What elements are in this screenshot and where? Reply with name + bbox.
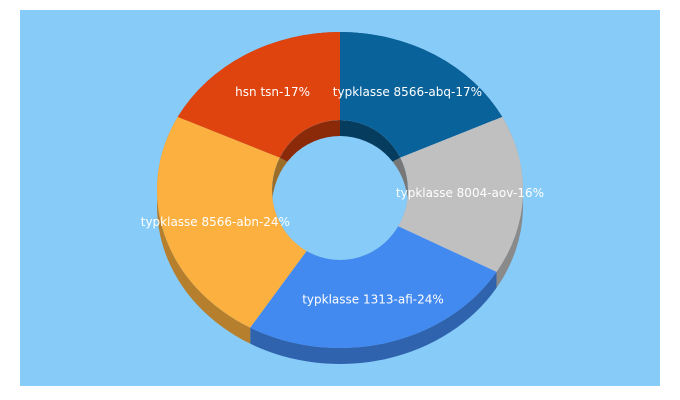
slice — [177, 31, 340, 158]
data-label: typklasse 8566-abq-17% — [333, 85, 482, 99]
slice — [250, 226, 497, 348]
slice — [398, 116, 523, 272]
data-label: typklasse 8004-aov-16% — [396, 186, 544, 200]
data-label: typklasse 1313-afi-24% — [302, 293, 444, 307]
data-label: typklasse 8566-abn-24% — [141, 215, 290, 229]
slice — [340, 32, 503, 158]
slice-side — [156, 116, 251, 344]
slice-side — [250, 271, 497, 364]
data-label: hsn tsn-17% — [235, 85, 310, 99]
inner-wall — [272, 120, 408, 260]
slice — [156, 116, 307, 328]
hole — [272, 136, 408, 260]
